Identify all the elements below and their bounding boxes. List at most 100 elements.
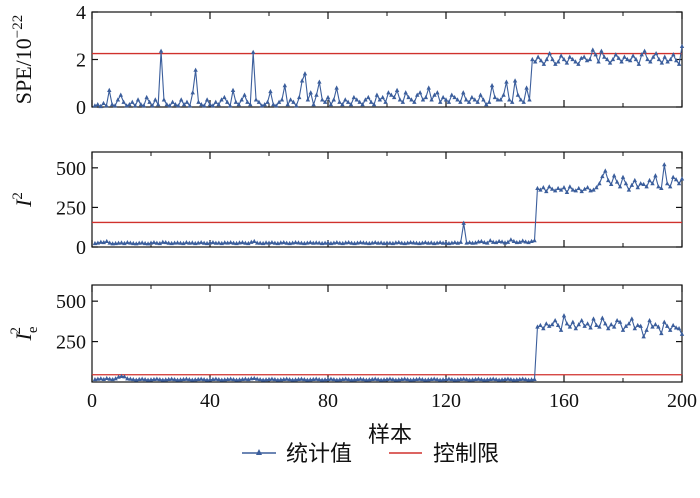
data-point [644,184,649,189]
data-point [619,59,624,64]
data-point [311,376,316,382]
data-point [364,377,369,382]
data-point [142,376,148,382]
data-point [163,377,168,382]
data-point [538,187,543,192]
data-point [558,53,564,58]
data-point [417,376,422,381]
data-point [399,376,404,382]
data-point [181,376,186,382]
data-point [400,99,406,104]
data-point [591,316,596,321]
data-point [467,239,472,245]
data-point [402,376,407,381]
data-point [478,92,483,97]
data-point [674,58,679,63]
data-point [411,240,416,245]
data-point [257,240,263,245]
data-point [576,61,581,66]
data-point [671,52,676,57]
data-point [659,60,665,65]
data-point [125,376,130,381]
data-point [245,99,250,104]
data-point [397,97,403,102]
data-point [458,99,463,104]
data-point [227,103,233,108]
data-point [213,99,218,104]
data-point [491,376,496,381]
data-point [555,322,561,328]
data-point [367,377,372,382]
data-point [629,316,635,321]
data-point [334,85,339,90]
data-point [160,377,165,382]
data-point [434,376,440,382]
data-point [617,319,623,324]
data-point [172,376,177,382]
data-point [482,377,487,382]
data-point [296,376,301,382]
data-point [361,376,366,382]
data-point [473,376,478,382]
data-point [383,99,388,104]
data-point [496,238,502,244]
data-point [606,177,611,183]
data-point [585,185,590,190]
data-point [302,376,307,382]
data-point [302,71,308,76]
data-point [240,239,245,245]
data-point [587,56,593,62]
data-point [268,88,273,94]
data-point [597,324,602,329]
data-point [679,331,685,336]
data-point [622,54,627,59]
data-point [169,376,174,381]
data-point [461,376,466,381]
data-point [269,239,275,245]
data-point [311,102,316,107]
data-point [676,61,682,66]
data-point [405,376,410,382]
data-point [141,103,147,108]
data-point [518,97,524,102]
data-point [585,321,590,326]
data-point [502,376,508,382]
data-point [493,376,499,382]
data-point [184,99,190,104]
data-point [349,377,354,382]
data-point [564,60,570,65]
x-tick-label: 40 [200,390,220,412]
data-point [252,238,257,244]
data-point [409,97,414,102]
data-point [213,376,219,381]
data-point [653,173,658,178]
data-point [527,97,532,102]
data-point [364,240,369,245]
data-point [632,326,637,331]
data-point [207,377,213,382]
data-point [499,239,505,244]
data-point [606,326,611,331]
data-point [202,103,207,108]
data-point [443,97,449,102]
data-point [370,376,375,382]
data-point [357,99,362,104]
data-point [328,376,334,381]
data-point [104,103,109,108]
data-point [265,99,270,104]
data-point [157,376,163,382]
data-point [387,376,393,381]
data-point [479,238,484,244]
legend-label-limit: 控制限 [433,441,499,466]
data-point [363,97,368,102]
data-point [493,239,499,245]
data-point [351,94,357,100]
data-point [611,324,617,329]
data-point [526,377,531,382]
data-point [508,376,514,382]
data-point [279,97,285,102]
data-point [322,377,328,382]
data-point [653,50,659,56]
data-point [636,61,642,66]
